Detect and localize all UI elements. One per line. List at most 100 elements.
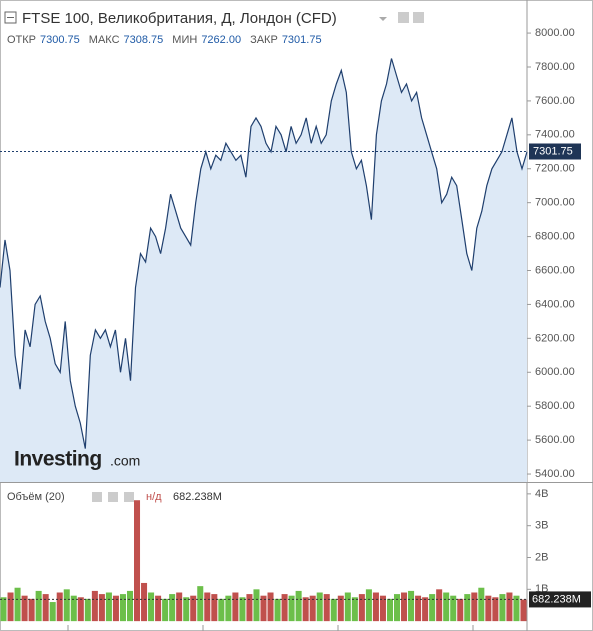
volume-na: н/д	[146, 491, 162, 503]
price-line	[0, 58, 528, 449]
volume-bar	[471, 592, 478, 622]
y-tick-label: 7600.00	[535, 95, 575, 107]
volume-bar	[42, 594, 49, 622]
stat-value: 7262.00	[201, 34, 241, 46]
settings-icon[interactable]	[92, 492, 102, 502]
volume-bar	[14, 587, 21, 622]
settings-icon[interactable]	[413, 12, 424, 23]
volume-bar	[56, 592, 63, 622]
y-tick-label: 6400.00	[535, 298, 575, 310]
volume-bar	[218, 598, 225, 622]
y-tick-label: 5400.00	[535, 468, 575, 480]
logo: Investing	[14, 448, 102, 471]
volume-bar	[302, 597, 309, 622]
volume-bar	[70, 595, 77, 622]
volume-bar	[63, 589, 70, 622]
logo-suffix: .com	[110, 453, 140, 469]
last-label: 682.238M	[532, 593, 581, 605]
volume-bar	[281, 594, 288, 622]
volume-bar	[77, 597, 84, 622]
stat-value: 7301.75	[282, 34, 322, 46]
volume-bar	[183, 597, 190, 622]
volume-bar	[28, 598, 35, 622]
volume-bar	[323, 594, 330, 622]
volume-bar	[204, 592, 211, 622]
volume-bar	[464, 594, 471, 622]
volume-bar	[7, 592, 14, 622]
volume-bar	[162, 598, 169, 622]
volume-bar	[443, 592, 450, 622]
volume-bar	[141, 582, 148, 622]
volume-bar	[344, 592, 351, 622]
last-label-box	[529, 591, 591, 608]
close-label-box	[529, 143, 581, 160]
volume-bar	[351, 597, 358, 622]
stat-value: 7300.75	[40, 34, 80, 46]
volume-bar	[288, 595, 295, 622]
volume-bar	[450, 595, 457, 622]
y-tick-label: 7400.00	[535, 129, 575, 141]
volume-bar	[91, 590, 98, 622]
volume-bar	[35, 590, 42, 622]
volume-bar	[190, 595, 197, 622]
volume-bar	[436, 589, 443, 622]
volume-bar	[98, 594, 105, 622]
area-fill	[0, 58, 527, 482]
volume-bar	[513, 595, 520, 622]
volume-bar	[274, 598, 281, 622]
volume-bar	[506, 592, 513, 622]
volume-bar	[379, 595, 386, 622]
volume-bar	[197, 586, 204, 622]
volume-bar	[126, 590, 134, 622]
volume-bar	[393, 594, 401, 622]
volume-bar	[295, 590, 302, 622]
dropdown-arrow[interactable]	[379, 17, 387, 21]
chart-title: FTSE 100, Великобритания, Д, Лондон (CFD…	[22, 10, 337, 27]
y-tick-label: 5600.00	[535, 434, 575, 446]
volume-bar	[520, 599, 527, 622]
volume-bar	[260, 595, 267, 622]
stat-label: МАКС	[89, 34, 120, 46]
settings-icon[interactable]	[108, 492, 118, 502]
volume-bar	[415, 595, 422, 622]
volume-bar	[232, 592, 239, 622]
stat-label: МИН	[172, 34, 197, 46]
volume-bar	[105, 592, 112, 622]
volume-bar	[422, 597, 429, 622]
volume-bar	[485, 595, 492, 622]
stat-value: 7308.75	[124, 34, 164, 46]
y-tick-label: 6600.00	[535, 264, 575, 276]
volume-bar	[401, 592, 408, 622]
volume-bar	[372, 592, 379, 622]
volume-bar	[176, 592, 183, 622]
settings-icon[interactable]	[398, 12, 409, 23]
volume-bar	[309, 595, 316, 622]
y-tick-label: 2B	[535, 551, 548, 563]
settings-icon[interactable]	[124, 492, 134, 502]
y-tick-label: 6200.00	[535, 332, 575, 344]
volume-bar	[457, 598, 464, 622]
volume-bar	[112, 595, 119, 622]
stat-label: ЗАКР	[250, 34, 278, 46]
volume-bar	[49, 602, 56, 622]
y-tick-label: 5800.00	[535, 400, 575, 412]
volume-bar	[169, 594, 176, 622]
y-tick-label: 7800.00	[535, 61, 575, 73]
volume-bar	[119, 594, 126, 622]
volume-bar	[408, 590, 415, 622]
volume-bar	[267, 592, 274, 622]
volume-bar	[148, 592, 155, 622]
volume-bar	[492, 597, 499, 622]
volume-bar	[134, 500, 141, 622]
volume-bar	[155, 595, 162, 622]
volume-bar	[365, 589, 372, 622]
stat-label: ОТКР	[7, 34, 36, 46]
volume-bar	[499, 594, 506, 622]
y-tick-label: 7200.00	[535, 163, 575, 175]
y-tick-label: 6800.00	[535, 230, 575, 242]
volume-bar	[478, 587, 485, 622]
volume-bar	[211, 594, 218, 622]
volume-bar	[358, 594, 365, 622]
volume-bar	[330, 598, 337, 622]
